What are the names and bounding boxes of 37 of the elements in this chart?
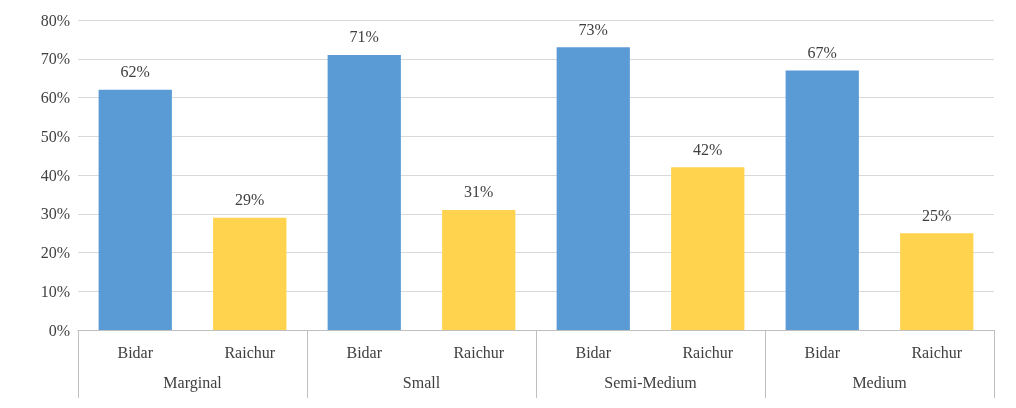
data-label: 31% — [464, 183, 494, 201]
y-tick-label: 50% — [40, 127, 70, 145]
y-tick-label: 20% — [40, 244, 70, 261]
x-tick-label: Raichur — [682, 343, 734, 361]
x-tick-label: Bidar — [804, 343, 841, 361]
bar — [327, 54, 401, 330]
text: Semi-Medium — [604, 373, 698, 391]
text: Marginal — [163, 373, 223, 392]
data-label: 42% — [693, 140, 723, 158]
bar — [98, 89, 172, 330]
data-label: 71% — [349, 28, 379, 46]
data-label: 67% — [807, 43, 837, 61]
x-tick-label: Raichur — [453, 343, 505, 361]
bar — [442, 209, 516, 330]
y-tick-label: 60% — [40, 89, 70, 106]
data-label: 29% — [235, 191, 265, 209]
text: Small — [402, 373, 441, 391]
x-tick-label: Bidar — [346, 343, 383, 361]
x-tick-label: Raichur — [224, 343, 276, 361]
y-tick-label: 40% — [40, 166, 70, 184]
y-tick-label: 10% — [40, 282, 70, 300]
x-tick-label: Bidar — [117, 343, 154, 361]
bar — [900, 233, 974, 330]
data-label: 73% — [578, 20, 608, 38]
bar — [671, 167, 745, 330]
x-tick-label: Bidar — [575, 343, 612, 361]
x-tick-label: Raichur — [911, 343, 963, 361]
y-tick-label: 0% — [48, 321, 70, 339]
bar — [213, 217, 287, 330]
text: Medium — [852, 373, 908, 391]
data-label: 62% — [120, 63, 150, 81]
y-tick-label: 70% — [40, 50, 70, 68]
y-tick-label: 80% — [40, 11, 70, 29]
data-label: 25% — [922, 206, 952, 224]
y-tick-label: 30% — [40, 205, 70, 223]
bar — [785, 70, 859, 330]
bar — [556, 47, 630, 330]
